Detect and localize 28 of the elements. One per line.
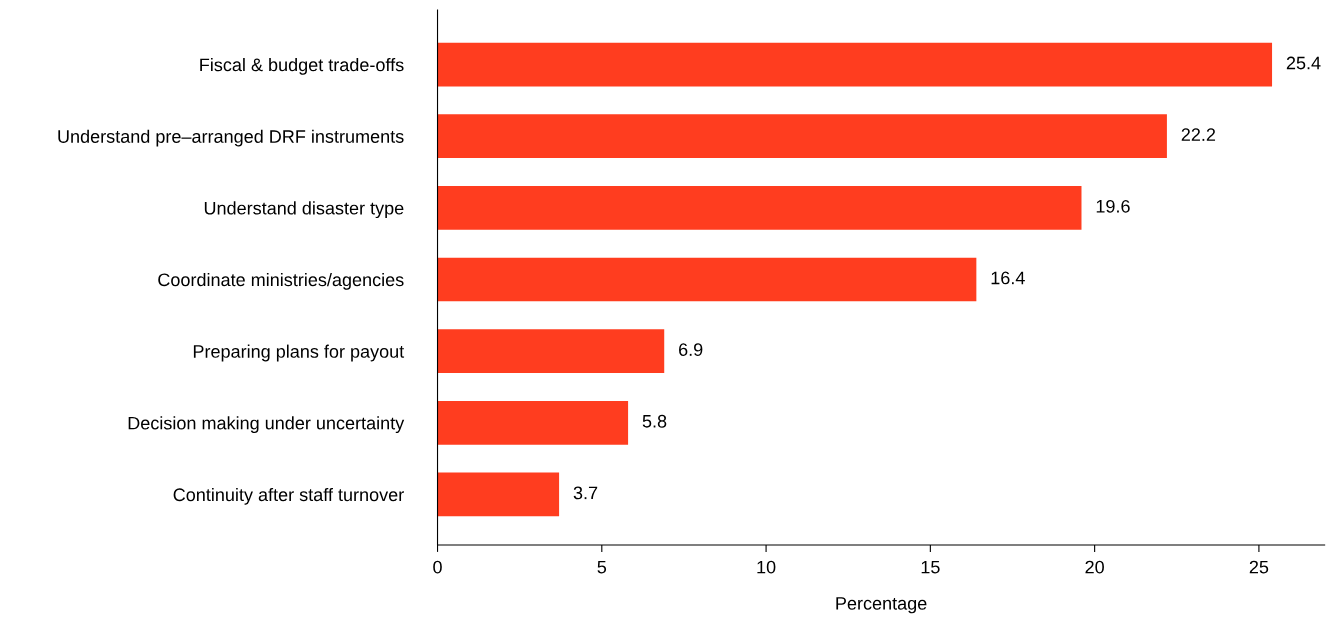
x-tick-label: 20 [1085, 560, 1104, 574]
y-tick-label: Continuity after staff turnover [173, 487, 404, 505]
bar [437, 257, 977, 302]
y-tick-label: Coordinate ministries/agencies [158, 272, 404, 290]
bar [437, 329, 665, 373]
bar [437, 472, 560, 517]
y-tick-label: Fiscal & budget trade-offs [200, 57, 404, 75]
data-label: 6.9 [679, 343, 703, 356]
y-tick-label: Decision making under uncertainty [128, 416, 405, 434]
x-tick-label: 25 [1249, 560, 1269, 574]
bar [437, 185, 1082, 230]
y-tick-label: Understand pre–arranged DRF instruments [58, 129, 404, 147]
y-tick-label: Understand disaster type [204, 201, 404, 219]
data-label: 16.4 [991, 271, 1025, 285]
x-tick-label: 5 [597, 560, 607, 574]
data-label: 19.6 [1096, 199, 1130, 213]
x-tick-label: 15 [921, 560, 940, 574]
bar [437, 42, 1273, 87]
data-label: 25.4 [1286, 56, 1321, 70]
x-tick-label: 0 [433, 560, 442, 574]
bar [437, 400, 629, 445]
y-tick-label: Preparing plans for payout [193, 344, 405, 362]
x-axis-title: Percentage [836, 597, 927, 614]
x-tick-label: 10 [757, 560, 776, 574]
data-label: 3.7 [573, 486, 598, 500]
data-label: 5.8 [642, 414, 667, 428]
data-label: 22.2 [1181, 128, 1216, 141]
bar [437, 114, 1167, 159]
